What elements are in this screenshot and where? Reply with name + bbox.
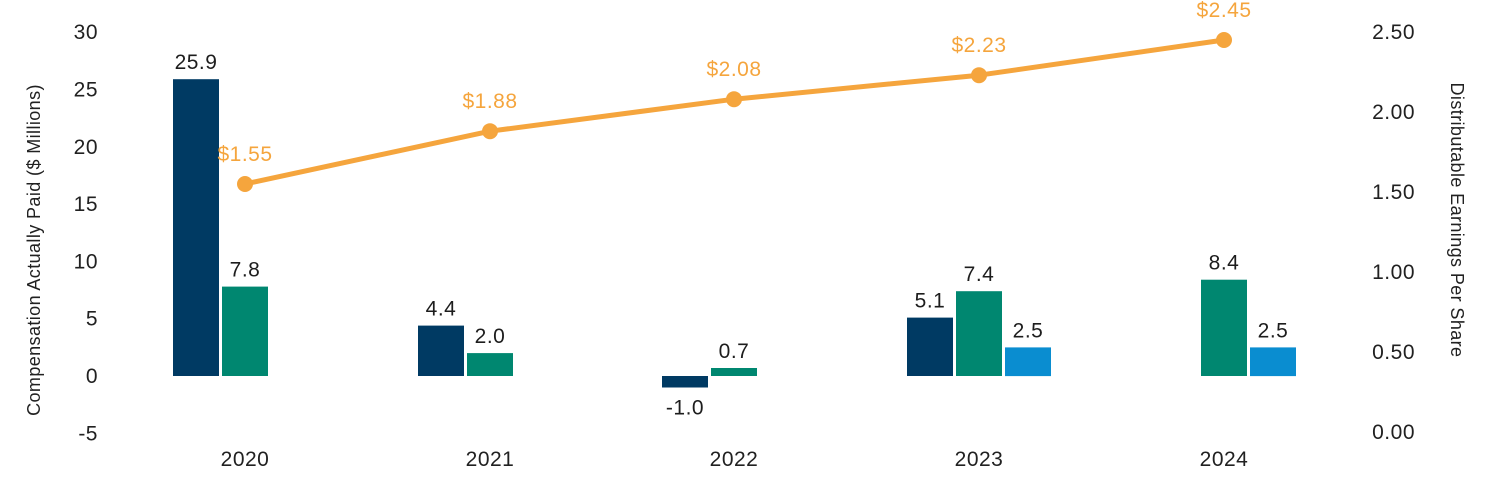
left-axis-tick-label: 25 [74,79,98,102]
bar-value-label: 8.4 [1209,252,1240,275]
bar-bar-series-navy-2020 [173,79,219,376]
left-axis-ticks: 30 25 20 15 10 5 0 -5 [74,21,98,445]
bar-value-label: 2.5 [1013,319,1044,342]
right-axis-tick-label: 0.00 [1372,421,1415,444]
left-axis-tick-label: 20 [74,136,98,159]
left-axis-tick-label: 5 [86,308,98,331]
line-point-label: $2.08 [706,58,761,81]
right-axis-tick-label: 1.50 [1372,181,1415,204]
line-point [482,123,498,140]
line-point [1216,32,1232,48]
bar-bar-series-navy-2022 [662,376,708,388]
right-axis-tick-label: 2.00 [1372,101,1415,124]
bar-bar-series-teal-2022 [711,368,757,376]
line-point-label: $2.45 [1196,0,1251,22]
right-axis-tick-label: 1.00 [1372,261,1415,284]
bar-bar-series-teal-2020 [222,286,268,376]
line-point-label: $1.88 [462,90,517,113]
bar-value-label: -1.0 [666,397,704,420]
right-axis-title: Distributable Earnings Per Share [1447,83,1467,358]
line-point [971,67,987,84]
bar-value-label: 7.8 [230,259,261,282]
bar-value-label: 2.0 [475,325,506,348]
right-axis-tick-label: 2.50 [1372,21,1415,44]
left-axis-tick-label: 30 [74,21,98,44]
x-axis-tick-label: 2021 [466,448,515,471]
bar-bar-series-teal-2021 [467,353,513,376]
x-axis-tick-label: 2023 [955,448,1004,471]
bar-value-label: 2.5 [1258,319,1289,342]
bar-value-label: 4.4 [426,298,457,321]
line-layer: $1.55 $1.88 $2.08 $2.23 $2.45 [217,0,1251,192]
bar-value-label: 0.7 [719,340,750,363]
x-axis-tick-label: 2024 [1200,448,1249,471]
bar-value-label: 25.9 [175,51,218,74]
left-axis-tick-label: 10 [74,250,98,273]
bar-bar-series-teal-2023 [956,291,1002,376]
bar-bar-series-blue-2024 [1250,347,1296,377]
x-axis-tick-label: 2020 [221,448,270,471]
x-axis-labels: 2020 2021 2022 2023 2024 [221,448,1249,471]
line-point [237,176,253,192]
line-point-label: $2.23 [951,34,1006,57]
line-point [726,91,742,108]
bar-bar-series-teal-2024 [1201,279,1247,376]
bar-value-label: 5.1 [915,290,946,313]
left-axis-tick-label: 0 [86,365,98,388]
right-axis-ticks: 2.50 2.00 1.50 1.00 0.50 0.00 [1372,21,1415,444]
x-axis-tick-label: 2022 [710,448,759,471]
left-axis-tick-label: -5 [78,422,98,445]
bar-value-label: 7.4 [964,263,995,286]
line-point-label: $1.55 [217,143,272,166]
bar-bar-series-navy-2023 [907,317,953,376]
right-axis-tick-label: 0.50 [1372,341,1415,364]
left-axis-title: Compensation Actually Paid ($ Millions) [24,84,44,416]
bars-layer: 25.9 4.4 -1.0 5.1 7.8 2.0 0.7 7.4 8.4 2.5 2.5 [173,51,1296,420]
left-axis-tick-label: 15 [74,193,98,216]
bar-bar-series-navy-2021 [418,325,464,376]
bar-bar-series-blue-2023 [1005,347,1051,377]
